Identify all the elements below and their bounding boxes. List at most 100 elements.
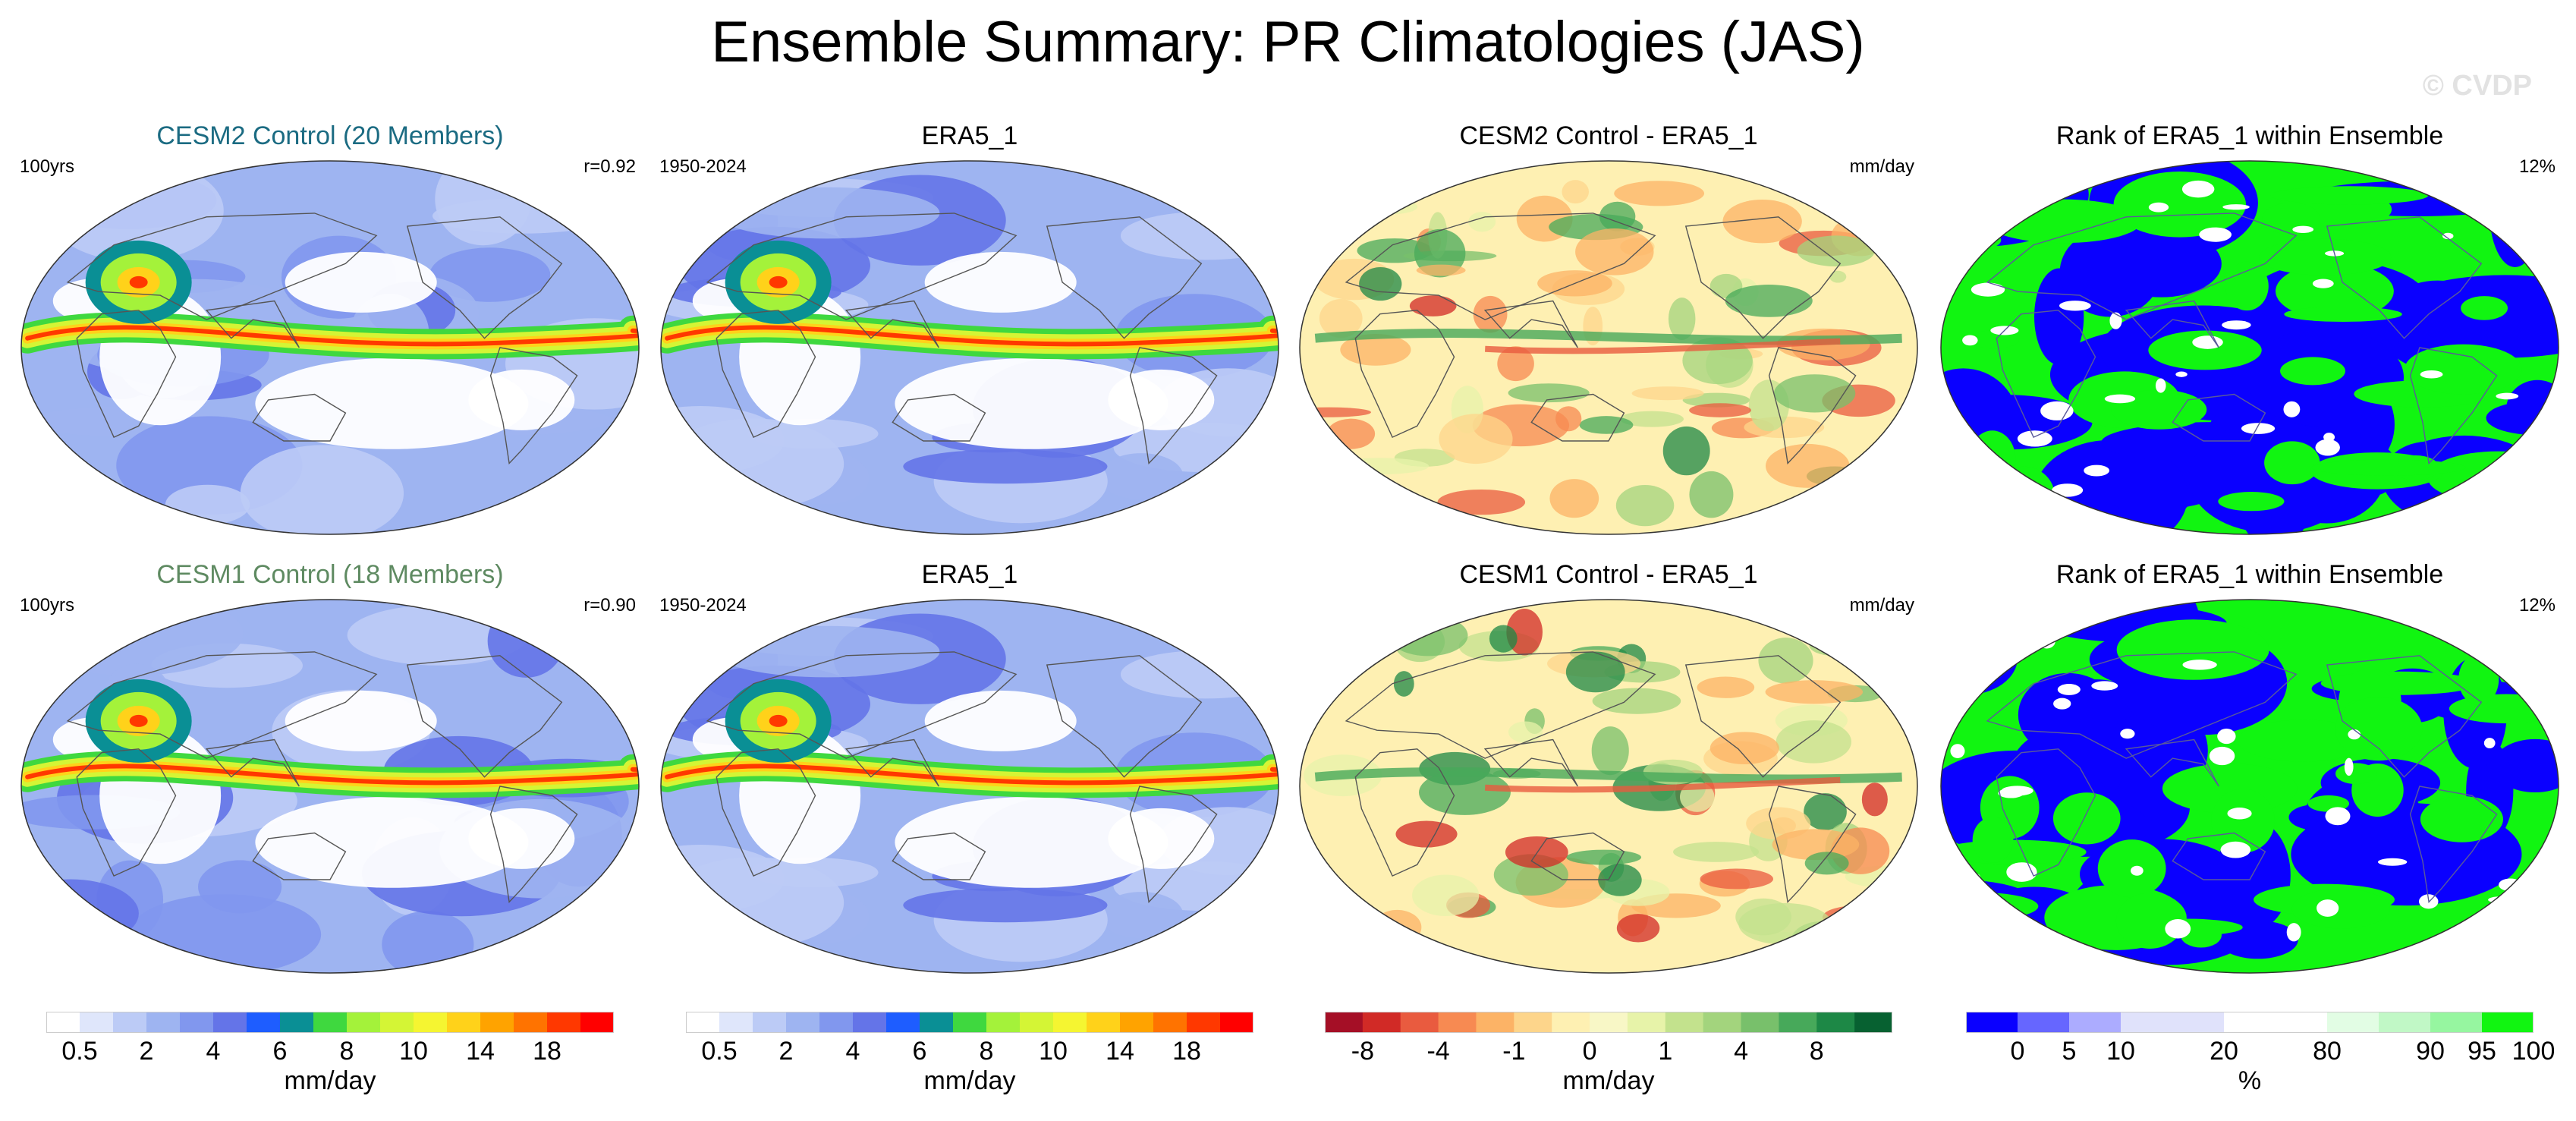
map-panel <box>1299 599 1918 974</box>
difference-patch <box>1359 266 1402 301</box>
difference-patch <box>1389 615 1468 657</box>
map-border <box>1940 599 2559 974</box>
rank-mid-speck <box>2483 738 2496 749</box>
map-panel <box>1299 160 1918 535</box>
rank-mid-speck <box>2109 312 2122 329</box>
precip-patch <box>487 604 565 678</box>
colorbar-tick-label: 14 <box>1106 1037 1134 1066</box>
colorbar-frame <box>1325 1012 1892 1033</box>
colorbar-swatch <box>1816 1012 1855 1033</box>
colorbar-swatch <box>1438 1012 1477 1033</box>
difference-patch <box>1416 264 1466 276</box>
rank-mid-speck <box>2499 878 2522 892</box>
coastline <box>1354 748 1455 877</box>
coastline <box>252 832 347 880</box>
difference-patch <box>1579 416 1634 434</box>
rank-mid-speck <box>2084 464 2110 477</box>
map-panel <box>660 599 1279 974</box>
colorbar-frame <box>1966 1012 2534 1033</box>
rank-high-region <box>2113 172 2247 238</box>
difference-patch <box>1592 688 1681 714</box>
difference-patch <box>1566 849 1642 865</box>
map-field <box>1941 600 2559 973</box>
rank-mid-speck <box>2227 808 2252 820</box>
monsoon-core <box>129 714 148 727</box>
difference-patch <box>1765 443 1850 488</box>
difference-patch <box>1631 386 1704 401</box>
colorbar-swatch <box>1854 1012 1892 1033</box>
rank-low-region <box>2018 672 2118 757</box>
difference-patch <box>1848 219 1867 231</box>
rank-high-region <box>1941 839 2087 864</box>
colorbar-swatch <box>2276 1012 2328 1033</box>
coastline <box>2326 655 2483 778</box>
difference-patch <box>1437 489 1526 515</box>
difference-band <box>1485 338 1841 354</box>
rank-mid-speck <box>2192 335 2223 349</box>
difference-patch <box>1615 485 1675 527</box>
map-field <box>1941 161 2559 534</box>
colorbar-tick-label: -4 <box>1426 1037 1450 1066</box>
colorbar-unit-label: mm/day <box>284 1066 376 1095</box>
rank-mid-speck <box>2040 401 2074 420</box>
difference-patch <box>1555 406 1582 432</box>
rank-low-region <box>1949 496 2120 523</box>
panel-right-label: 12% <box>2518 156 2556 177</box>
colorbar-swatch <box>2327 1012 2379 1033</box>
coastline <box>252 393 347 442</box>
colorbar-tick-label: 95 <box>2467 1037 2496 1066</box>
panel-right-label: r=0.92 <box>583 156 636 177</box>
difference-patch <box>1562 180 1589 204</box>
coastline <box>1986 213 2298 320</box>
coastline <box>1768 786 1857 904</box>
colorbar-swatch <box>2379 1012 2431 1033</box>
panel-left-label: 1950-2024 <box>659 156 747 177</box>
dry-zone <box>1108 369 1215 430</box>
map-border <box>1940 160 2559 535</box>
coastline <box>205 738 300 787</box>
colorbar-swatch <box>414 1012 448 1033</box>
rank-mid-speck <box>2348 729 2361 740</box>
coastline <box>2172 832 2266 880</box>
difference-patch <box>1301 498 1350 512</box>
colorbar-unit-label: mm/day <box>923 1066 1016 1095</box>
coastline <box>1345 651 1656 759</box>
precip-patch <box>714 187 940 239</box>
colorbar-swatch <box>1400 1012 1439 1033</box>
coastline <box>845 300 939 348</box>
dry-zone <box>255 796 529 888</box>
difference-patch <box>1373 909 1422 945</box>
map-border <box>660 160 1279 535</box>
coastline <box>706 213 1018 320</box>
dry-zone <box>468 369 575 430</box>
dry-zone <box>285 690 437 751</box>
coastline <box>1046 655 1203 778</box>
rank-mid-speck <box>2518 455 2527 462</box>
panel-left-label: 1950-2024 <box>659 595 747 616</box>
colorbar-swatch <box>447 1012 481 1033</box>
difference-patch <box>1300 200 1365 224</box>
colorbar-tick-label: 10 <box>1039 1037 1068 1066</box>
colorbar-frame <box>46 1012 614 1033</box>
coastline <box>1986 651 2298 759</box>
coastline <box>205 300 300 348</box>
difference-patch <box>1773 374 1856 413</box>
difference-patch <box>1497 346 1534 382</box>
colorbar-swatch <box>1053 1012 1087 1033</box>
difference-patch <box>1340 333 1411 366</box>
colorbar-swatch <box>313 1012 348 1033</box>
rank-high-region <box>1969 430 2016 487</box>
colorbar-tick-label: 10 <box>399 1037 428 1066</box>
map-panel <box>1940 160 2559 535</box>
rank-low-region <box>2504 880 2554 973</box>
precip-patch <box>662 857 845 949</box>
colorbar-swatch <box>113 1012 147 1033</box>
difference-patch <box>1797 235 1875 267</box>
rank-mid-speck <box>2222 320 2251 330</box>
coastline <box>1996 310 2096 439</box>
rank-high-region <box>2211 789 2276 853</box>
colorbar-swatch <box>1476 1012 1514 1033</box>
map-border <box>20 160 640 535</box>
difference-patch <box>1327 883 1351 929</box>
difference-patch <box>1598 864 1642 896</box>
